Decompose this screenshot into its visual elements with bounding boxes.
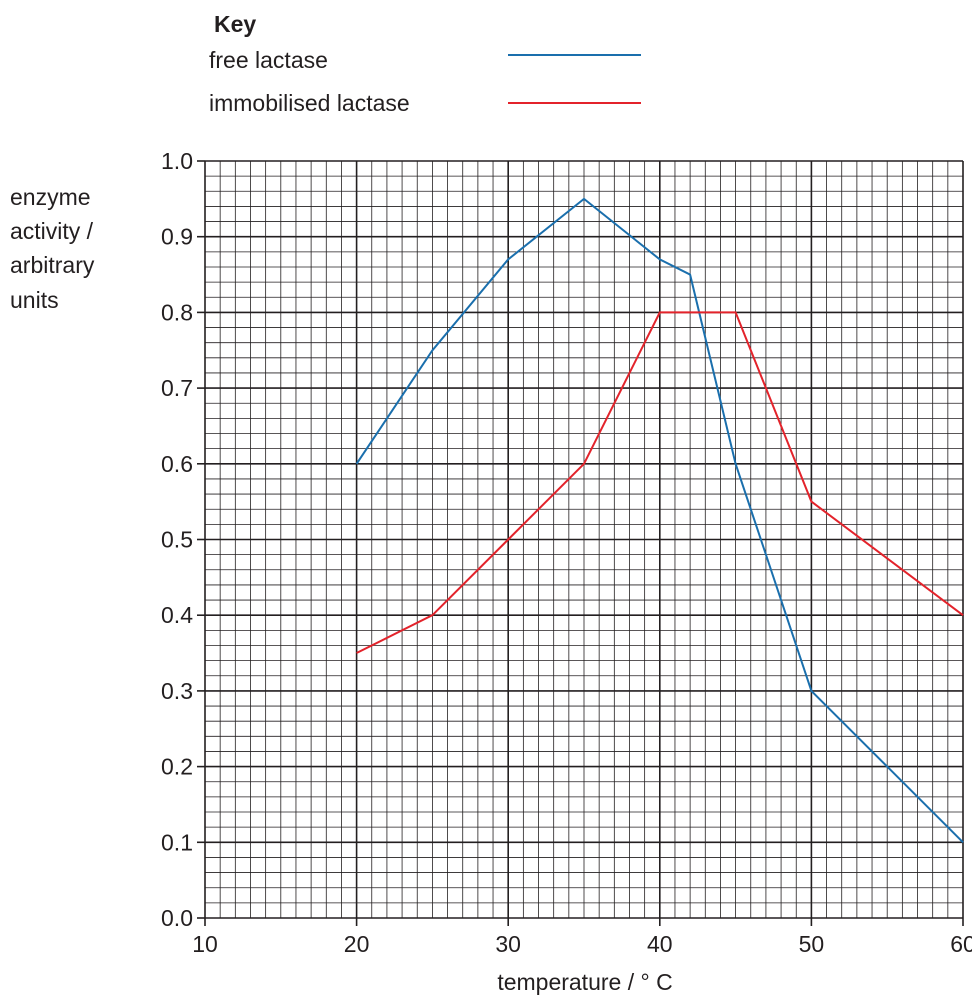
legend: Key free lactase immobilised lactase <box>209 11 641 116</box>
x-tick-label: 50 <box>799 931 825 957</box>
legend-label-free-lactase: free lactase <box>209 47 328 73</box>
tick-labels: 10 20 30 40 50 60 0.0 0.1 0.2 0.3 0.4 0.5 0.6 0.7 0.8 0… <box>161 148 972 957</box>
y-axis-label-line-3: arbitrary <box>10 252 95 278</box>
series-line-immobilised-lactase <box>356 311 964 654</box>
y-axis-label: enzyme activity / arbitrary units <box>10 184 95 313</box>
y-tick-label: 0.5 <box>161 527 193 553</box>
y-axis-label-line-2: activity / <box>10 218 94 244</box>
y-tick-label: 1.0 <box>161 148 193 174</box>
x-tick-label: 10 <box>192 931 218 957</box>
x-tick-label: 60 <box>950 931 972 957</box>
x-tick-label: 40 <box>647 931 673 957</box>
x-axis-label: temperature / ° C <box>497 969 672 995</box>
y-tick-label: 0.9 <box>161 224 193 250</box>
y-tick-label: 0.7 <box>161 375 193 401</box>
x-tick-label: 30 <box>495 931 521 957</box>
series-layer <box>355 197 964 844</box>
y-tick-label: 0.4 <box>161 602 193 628</box>
y-axis-label-line-4: units <box>10 287 59 313</box>
x-tick-label: 20 <box>344 931 370 957</box>
y-tick-label: 0.2 <box>161 754 193 780</box>
y-tick-label: 0.8 <box>161 299 193 325</box>
legend-title: Key <box>214 11 256 37</box>
y-tick-label: 0.6 <box>161 451 193 477</box>
y-tick-label: 0.1 <box>161 829 193 855</box>
series-line-free-lactase <box>355 197 964 844</box>
legend-label-immobilised-lactase: immobilised lactase <box>209 90 410 116</box>
y-tick-label: 0.0 <box>161 905 193 931</box>
y-axis-label-line-1: enzyme <box>10 184 91 210</box>
y-tick-label: 0.3 <box>161 678 193 704</box>
